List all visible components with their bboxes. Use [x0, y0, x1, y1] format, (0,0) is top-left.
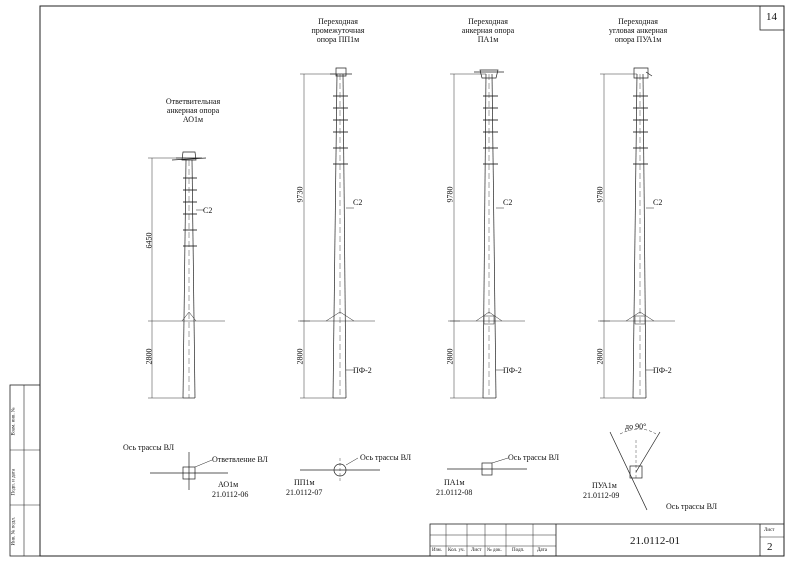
plan-pp1m-code: 21.0112-07	[286, 488, 323, 497]
pole-title-pua1m: Переходная угловая анкерная опора ПУА1м	[608, 17, 668, 44]
page-number: 14	[766, 11, 777, 23]
depth-pa1m: 2800	[445, 348, 455, 365]
plan-ao1m-axis: Ось трассы ВЛ	[123, 443, 175, 452]
height-pp1m: 9730	[295, 186, 305, 203]
dimension-ao1m	[148, 157, 186, 399]
wire-label-ao1m: С2	[203, 206, 213, 215]
pole-title-pa1m: Переходная анкерная опора ПА1м	[461, 17, 515, 44]
wire-label-pua1m: С2	[653, 198, 663, 207]
dimension-pua1m	[600, 73, 637, 399]
plan-pa1m-name: ПА1м	[444, 478, 465, 487]
plan-pp1m	[300, 457, 380, 482]
tb-header-date: Дата	[537, 548, 547, 553]
wire-label-pa1m: С2	[503, 198, 513, 207]
pole-pa1m	[474, 69, 504, 399]
dimension-pa1m	[450, 73, 486, 399]
plan-pp1m-axis: Ось трассы ВЛ	[360, 453, 412, 462]
tb-header-doc: № док.	[487, 548, 502, 553]
plan-pua1m-angle: до 90°	[625, 422, 647, 431]
plan-ao1m-branch: Ответвление ВЛ	[212, 455, 268, 464]
plan-pua1m-name: ПУА1м	[592, 481, 617, 490]
wire-label-pp1m: С2	[353, 198, 363, 207]
plan-pp1m-name: ПП1м	[294, 478, 315, 487]
plan-pa1m-code: 21.0112-08	[436, 488, 473, 497]
pole-pp1m	[325, 67, 355, 399]
sheet-number: 2	[767, 541, 773, 553]
side-stamp-vzam: Взам. инв. №	[11, 407, 17, 436]
drawing-frame	[39, 5, 785, 557]
depth-ao1m: 2800	[144, 348, 154, 365]
tb-header-podp: Подп.	[512, 548, 525, 553]
sheet-label: Лист	[764, 528, 775, 533]
pole-title-pp1m: Переходная промежуточная опора ПП1м	[311, 17, 365, 44]
foundation-label-pp1m: ПФ-2	[353, 366, 372, 375]
height-pua1m: 9780	[595, 186, 605, 203]
tb-header-kol-uch: Кол. уч.	[448, 548, 465, 553]
tb-header-list: Лист	[471, 548, 482, 553]
pole-title-ao1m: Ответвительная анкерная опора АО1м	[165, 97, 221, 124]
depth-pua1m: 2800	[595, 348, 605, 365]
plan-pua1m	[609, 428, 661, 511]
page-number-box	[759, 5, 785, 31]
plan-pua1m-axis: Ось трассы ВЛ	[666, 502, 718, 511]
side-stamp-strip	[9, 384, 41, 557]
depth-pp1m: 2800	[295, 348, 305, 365]
title-block	[429, 523, 785, 557]
height-pa1m: 9780	[445, 186, 455, 203]
plan-pa1m	[447, 457, 527, 476]
dimension-pp1m	[300, 73, 337, 399]
side-stamp-inv: Инв. № подл.	[11, 517, 17, 546]
plan-ao1m-name: АО1м	[218, 480, 239, 489]
pole-pua1m	[625, 67, 655, 399]
pole-ao1m	[171, 151, 207, 399]
sheet-code: 21.0112-01	[630, 535, 681, 547]
plan-ao1m	[150, 452, 228, 490]
height-ao1m: 6450	[144, 232, 154, 249]
plan-ao1m-code: 21.0112-06	[212, 490, 249, 499]
foundation-label-pa1m: ПФ-2	[503, 366, 522, 375]
side-stamp-podp: Подп. и дата	[11, 468, 17, 496]
foundation-label-pua1m: ПФ-2	[653, 366, 672, 375]
plan-pa1m-axis: Ось трассы ВЛ	[508, 453, 560, 462]
plan-pua1m-code: 21.0112-09	[583, 491, 620, 500]
tb-header-izm: Изм.	[432, 548, 442, 553]
